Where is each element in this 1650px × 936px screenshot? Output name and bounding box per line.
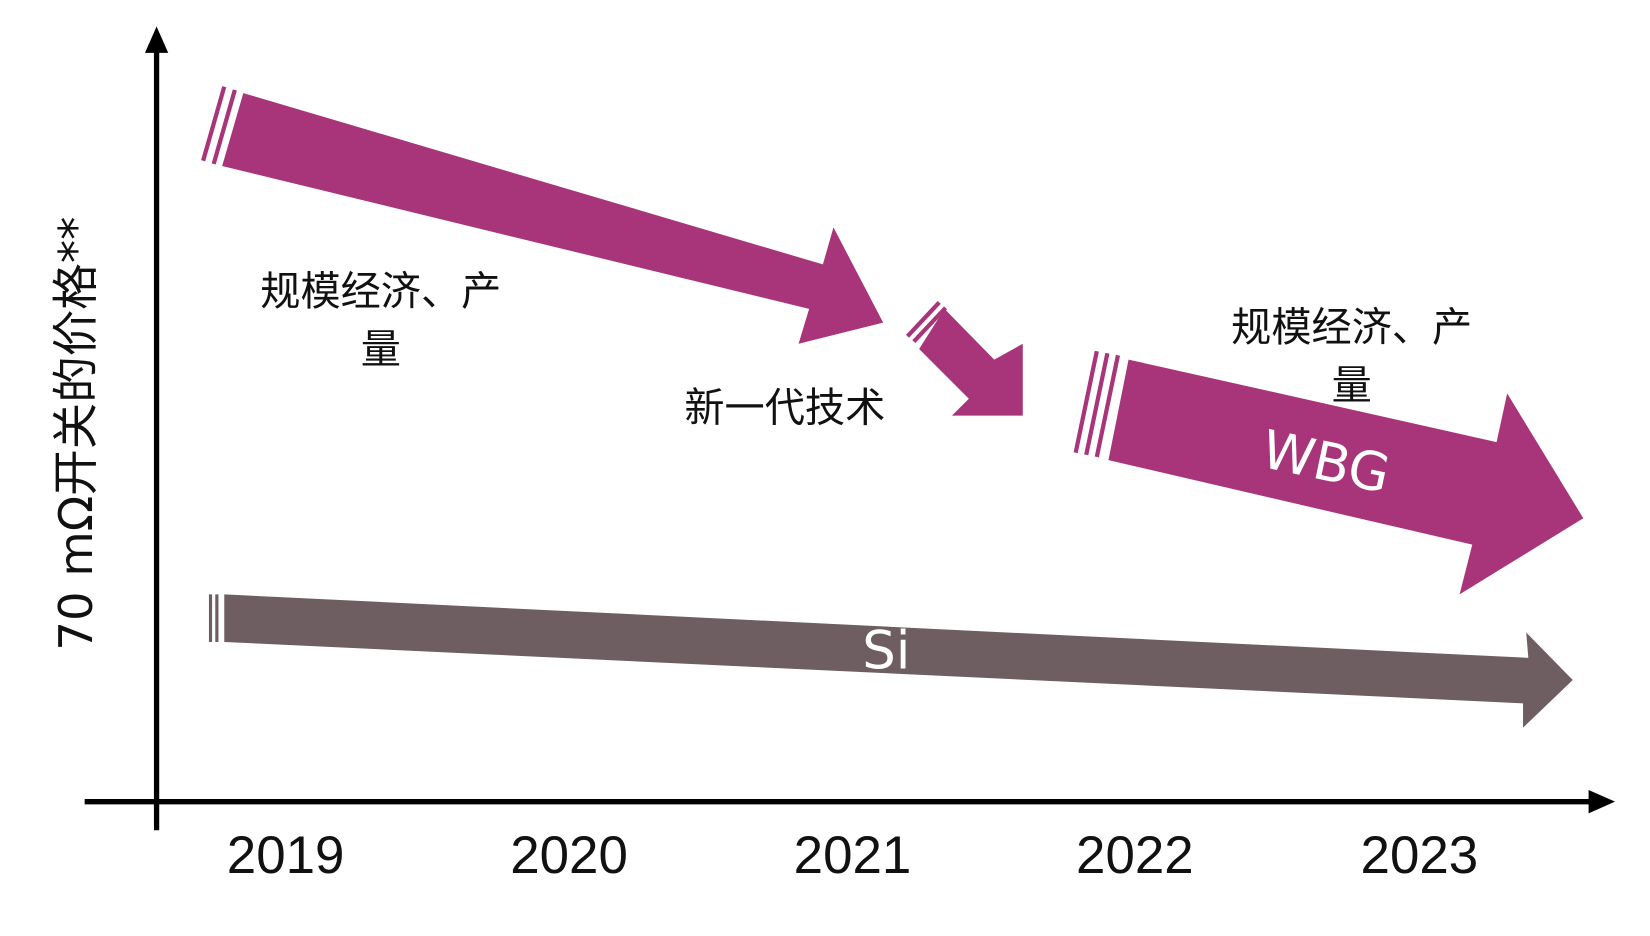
wbg-arrow <box>1108 359 1584 595</box>
price-arrow-1 <box>222 93 884 344</box>
arrow-stripes <box>905 301 948 344</box>
arrow-stripes <box>201 86 237 165</box>
annotation: 规模经济、产 <box>1231 305 1472 351</box>
x-axis-arrowhead <box>1588 790 1616 814</box>
arrow-stripes <box>208 594 219 642</box>
arrow-stripes <box>1073 350 1121 458</box>
year-labels: 2019 2020 2021 2022 2023 <box>227 826 1478 885</box>
annotation: 量 <box>361 327 401 373</box>
year-label: 2019 <box>227 826 345 885</box>
y-axis-label: 70 mΩ开关的价格** <box>49 217 103 651</box>
y-axis-arrowhead <box>144 26 169 53</box>
year-label: 2022 <box>1076 826 1194 885</box>
annotation: 新一代技术 <box>684 385 885 431</box>
si-arrow <box>224 594 1573 728</box>
year-label: 2020 <box>510 826 628 885</box>
si-label: Si <box>862 620 910 681</box>
tech-arrow <box>919 308 1023 416</box>
annotation: 规模经济、产 <box>260 269 501 315</box>
year-label: 2023 <box>1361 826 1479 885</box>
year-label: 2021 <box>794 826 912 885</box>
annotation: 量 <box>1332 363 1372 409</box>
